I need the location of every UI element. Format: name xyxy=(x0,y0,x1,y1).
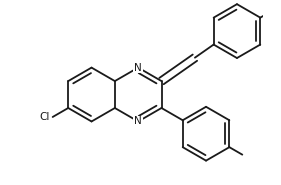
Text: N: N xyxy=(134,63,142,73)
Text: Cl: Cl xyxy=(40,112,50,122)
Text: N: N xyxy=(134,117,142,127)
